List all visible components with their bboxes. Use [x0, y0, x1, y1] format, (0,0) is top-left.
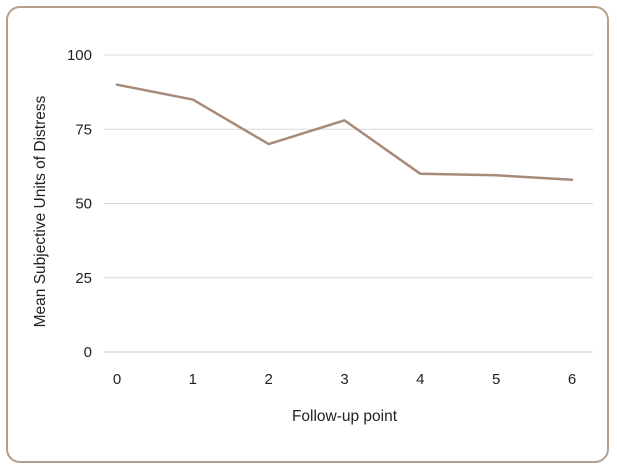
- y-tick-label: 75: [75, 121, 92, 138]
- x-tick-label: 5: [492, 371, 500, 388]
- chart-frame: [6, 6, 609, 463]
- y-axis-title: Mean Subjective Units of Distress: [32, 95, 49, 327]
- x-tick-label: 2: [264, 371, 272, 388]
- x-tick-label: 3: [340, 371, 348, 388]
- x-tick-labels: 0 1 2 3 4 5 6: [113, 371, 576, 388]
- y-tick-labels: 0 25 50 75 100: [67, 47, 92, 361]
- x-tick-label: 4: [416, 371, 424, 388]
- series-line: [115, 83, 574, 181]
- y-tick-label: 0: [84, 344, 92, 361]
- y-tick-label: 100: [67, 47, 92, 64]
- x-axis-title: Follow-up point: [292, 408, 398, 425]
- x-tick-label: 6: [568, 371, 576, 388]
- y-tick-label: 50: [75, 196, 92, 213]
- x-tick-label: 0: [113, 371, 121, 388]
- gridlines: [104, 54, 593, 353]
- series-group: [115, 83, 574, 181]
- y-tick-label: 25: [75, 270, 92, 287]
- x-tick-label: 1: [189, 371, 197, 388]
